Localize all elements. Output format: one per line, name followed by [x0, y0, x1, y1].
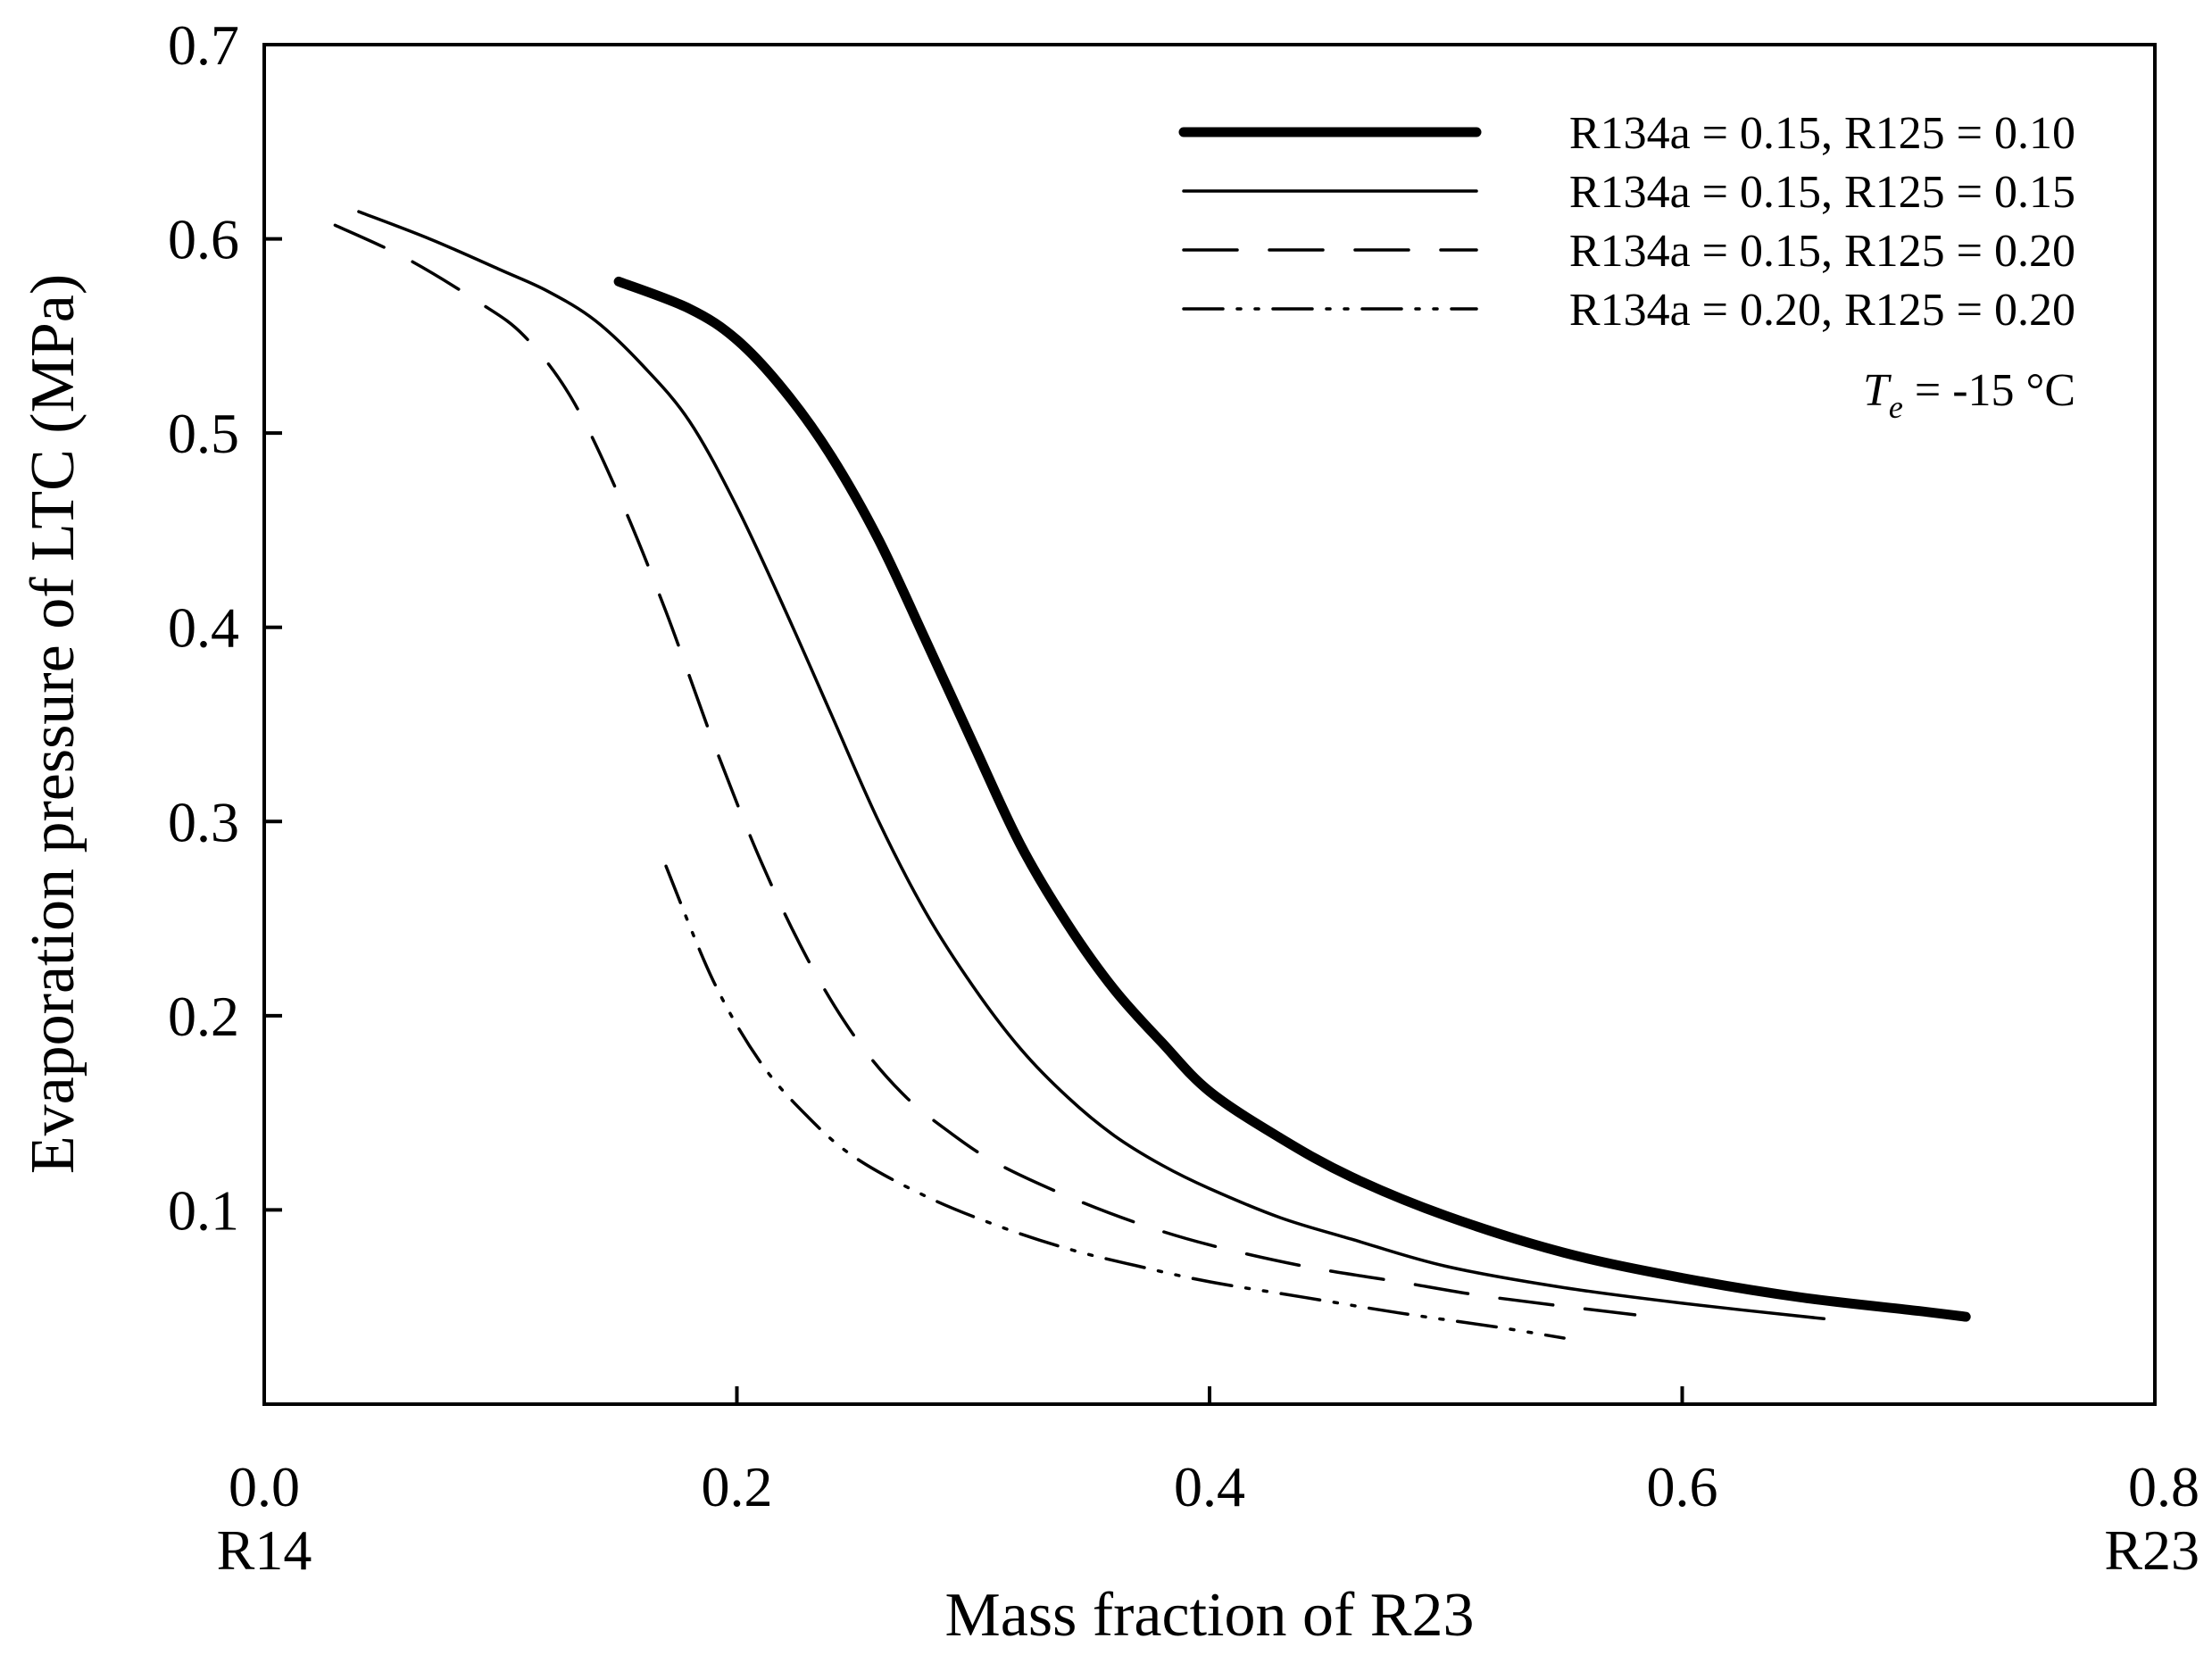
y-tick-label: 0.3	[168, 790, 239, 853]
data-series	[333, 210, 1971, 1340]
y-tick-label: 0.4	[168, 596, 239, 660]
series-line-4	[664, 864, 1566, 1340]
legend-label-1: R134a = 0.15, R125 = 0.10	[1569, 108, 2075, 159]
x-tick-label: 0.6	[1647, 1455, 1718, 1518]
x-tick-label: 0.0	[229, 1455, 300, 1518]
legend: R134a = 0.15, R125 = 0.10 R134a = 0.15, R…	[1178, 108, 2075, 336]
series-line-3	[333, 223, 1637, 1317]
legend-label-4: R134a = 0.20, R125 = 0.20	[1569, 285, 2075, 336]
x-tick-sublabel: R23	[2104, 1518, 2200, 1582]
legend-label-3: R134a = 0.15, R125 = 0.20	[1569, 226, 2075, 277]
x-tick-label: 0.2	[702, 1455, 773, 1518]
y-axis-title: Evaporation pressure of LTC (MPa)	[19, 274, 87, 1174]
y-tick-label: 0.2	[168, 985, 239, 1048]
y-tick-label: 0.6	[168, 208, 239, 271]
x-axis-title: Mass fraction of R23	[945, 1581, 1475, 1650]
axis-ticks	[262, 43, 2157, 1404]
y-tick-label: 0.1	[168, 1178, 239, 1242]
x-tick-label: 0.4	[1174, 1455, 1245, 1518]
series-line-1	[613, 276, 1971, 1322]
y-tick-label: 0.7	[168, 13, 239, 77]
x-tick-sublabel: R14	[217, 1518, 312, 1582]
x-tick-label: 0.8	[2128, 1455, 2200, 1518]
series-line-2	[357, 210, 1826, 1321]
legend-label-2: R134a = 0.15, R125 = 0.15	[1569, 167, 2075, 218]
y-tick-label: 0.5	[168, 402, 239, 465]
annotation-text: Te = -15 °C	[1863, 365, 2075, 425]
